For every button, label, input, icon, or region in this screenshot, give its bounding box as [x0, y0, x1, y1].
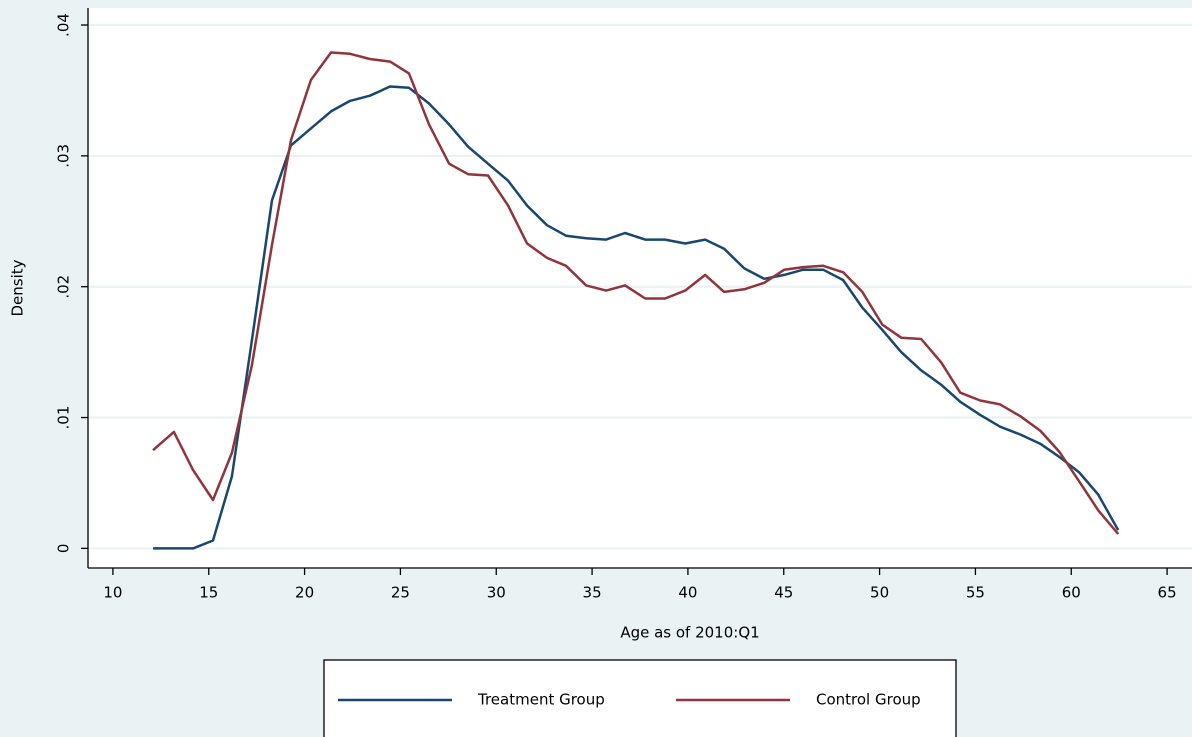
y-tick-label: 0 — [55, 544, 73, 554]
data-line — [153, 85, 1120, 550]
x-tick-label: 40 — [678, 584, 697, 602]
y-tick-label: .03 — [55, 144, 73, 168]
data-line — [152, 51, 1120, 535]
legend-label: Treatment Group — [477, 691, 605, 709]
legend-box — [323, 659, 957, 737]
y-tick-label: .04 — [55, 13, 73, 37]
y-tick-label: .02 — [55, 275, 73, 299]
x-tick-label: 35 — [583, 584, 602, 602]
x-tick-label: 20 — [295, 584, 314, 602]
plot-area — [88, 8, 1192, 568]
x-tick-label: 15 — [199, 584, 218, 602]
x-tick-label: 25 — [391, 584, 410, 602]
x-tick-label: 60 — [1062, 584, 1081, 602]
x-tick-label: 50 — [870, 584, 889, 602]
x-tick-label: 30 — [487, 584, 506, 602]
x-tick-label: 10 — [103, 584, 122, 602]
y-axis-label: Density — [9, 259, 27, 316]
x-axis-label: Age as of 2010:Q1 — [620, 624, 759, 642]
x-tick-label: 45 — [774, 584, 793, 602]
legend-label: Control Group — [816, 691, 921, 709]
x-tick-label: 65 — [1158, 584, 1177, 602]
x-tick-label: 55 — [966, 584, 985, 602]
y-tick-label: .01 — [55, 406, 73, 430]
